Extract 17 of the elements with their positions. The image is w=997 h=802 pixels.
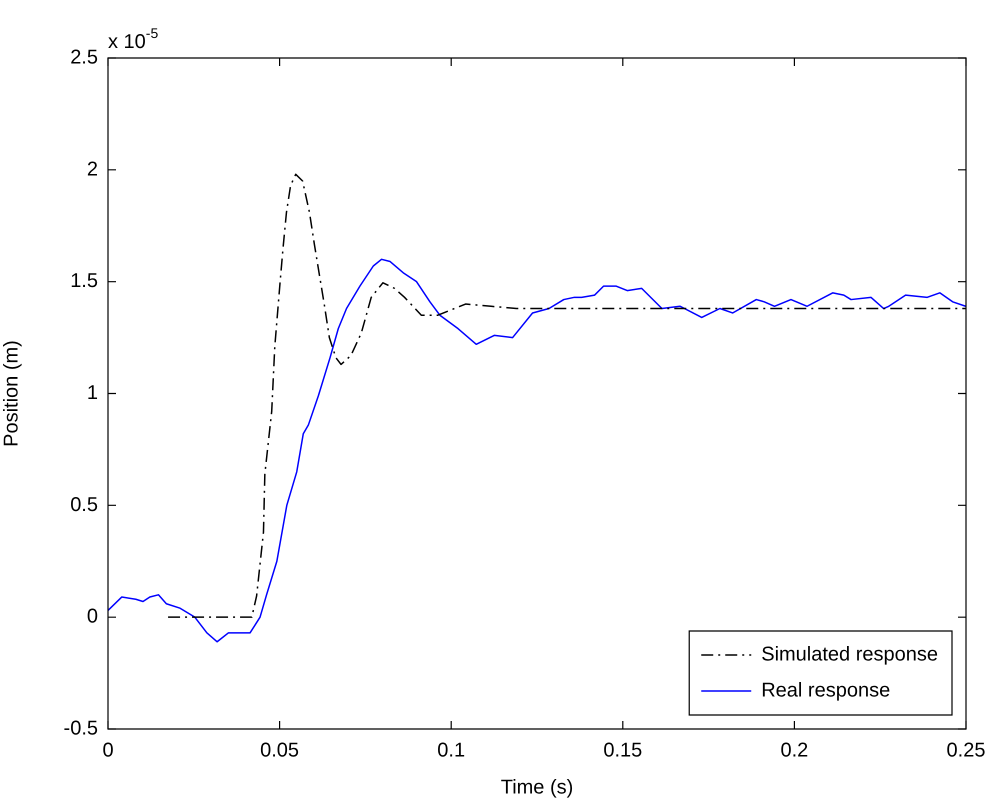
x-axis-title: Time (s) [500, 776, 574, 799]
x-tick-label: 0.25 [946, 740, 986, 762]
y-tick-label: 0.5 [70, 494, 98, 516]
legend-label: Real response [761, 680, 890, 702]
x-tick-label: 0.1 [437, 740, 466, 762]
y-tick-label: -0.5 [64, 718, 98, 740]
x-tick-label: 0.05 [260, 740, 300, 762]
x-tick-label: 0.15 [603, 740, 642, 762]
y-tick-label: 0 [86, 606, 98, 628]
y-tick-label: 2 [86, 158, 98, 180]
y-tick-label: 2.5 [70, 46, 98, 69]
y-tick-label: 1 [86, 382, 98, 404]
y-tick-label: 1.5 [70, 270, 98, 292]
x-tick-label: 0.2 [780, 740, 808, 762]
x-tick-label: 0 [102, 740, 114, 762]
y-axis-title: Position (m) [0, 340, 23, 447]
legend-label: Simulated response [761, 644, 938, 666]
